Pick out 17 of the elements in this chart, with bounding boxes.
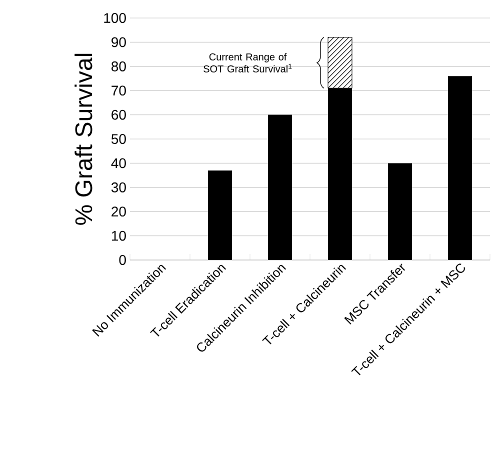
- y-tick-label: 0: [119, 255, 126, 265]
- y-tick-label: 100: [104, 13, 126, 23]
- bar: [268, 114, 292, 260]
- y-axis-title: % Graft Survival: [74, 54, 92, 225]
- y-tick-label: 30: [111, 182, 126, 192]
- bar: [208, 170, 232, 260]
- bar: [448, 76, 472, 260]
- y-tick-label: 40: [111, 158, 126, 168]
- bar: [388, 163, 412, 260]
- y-tick-label: 80: [112, 61, 126, 72]
- y-tick-label: 60: [112, 110, 126, 120]
- y-tick-label: 90: [112, 37, 126, 48]
- annotation: Current Range of SOT Graft Survival$^{1}$: [204, 53, 292, 72]
- y-tick-label: 10: [112, 230, 126, 241]
- y-tick-label: 70: [112, 86, 126, 96]
- y-tick-label: 20: [112, 206, 126, 217]
- y-tick-label: 50: [111, 134, 126, 144]
